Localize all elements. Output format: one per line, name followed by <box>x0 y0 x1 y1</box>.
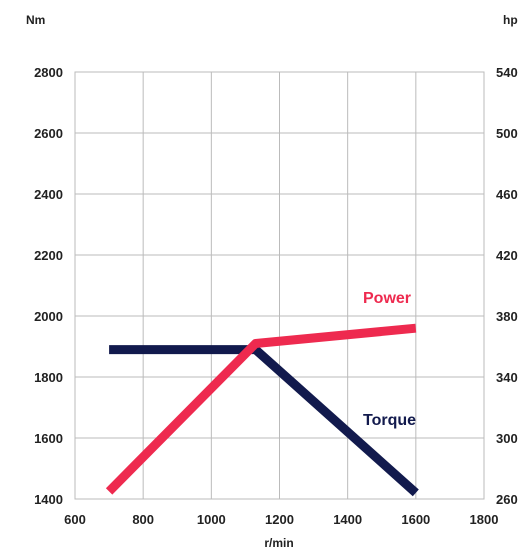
y-left-tick-label: 2000 <box>34 309 63 324</box>
y-left-tick-label: 2800 <box>34 65 63 80</box>
tick-labels: 600 800 1000 1200 1400 1600 1800 2800 2600 2400 22… <box>34 65 518 527</box>
torque-series-label: Torque <box>363 412 416 429</box>
x-tick-label: 800 <box>132 512 154 527</box>
y-left-tick-label: 1600 <box>34 431 63 446</box>
x-tick-label: 1800 <box>470 512 499 527</box>
x-tick-label: 1000 <box>197 512 226 527</box>
series-layer <box>105 323 419 497</box>
left-axis-unit: Nm <box>26 13 45 27</box>
y-right-tick-label: 500 <box>496 126 518 141</box>
x-tick-label: 600 <box>64 512 86 527</box>
y-left-tick-label: 2600 <box>34 126 63 141</box>
y-right-tick-label: 460 <box>496 187 518 202</box>
x-tick-label: 1400 <box>333 512 362 527</box>
y-right-tick-label: 340 <box>496 370 518 385</box>
y-left-tick-label: 2400 <box>34 187 63 202</box>
y-right-tick-label: 420 <box>496 248 518 263</box>
y-left-tick-label: 1800 <box>34 370 63 385</box>
y-left-tick-label: 1400 <box>34 492 63 507</box>
y-right-tick-label: 540 <box>496 65 518 80</box>
y-right-tick-label: 260 <box>496 492 518 507</box>
x-tick-label: 1600 <box>401 512 430 527</box>
torque-series-line <box>109 345 419 497</box>
grid-lines <box>75 72 484 499</box>
x-tick-label: 1200 <box>265 512 294 527</box>
right-axis-unit: hp <box>503 13 518 27</box>
power-series-label: Power <box>363 290 411 307</box>
y-left-tick-label: 2200 <box>34 248 63 263</box>
power-series-line <box>105 323 417 495</box>
y-right-tick-label: 300 <box>496 431 518 446</box>
x-axis-label: r/min <box>264 536 293 550</box>
y-right-tick-label: 380 <box>496 309 518 324</box>
